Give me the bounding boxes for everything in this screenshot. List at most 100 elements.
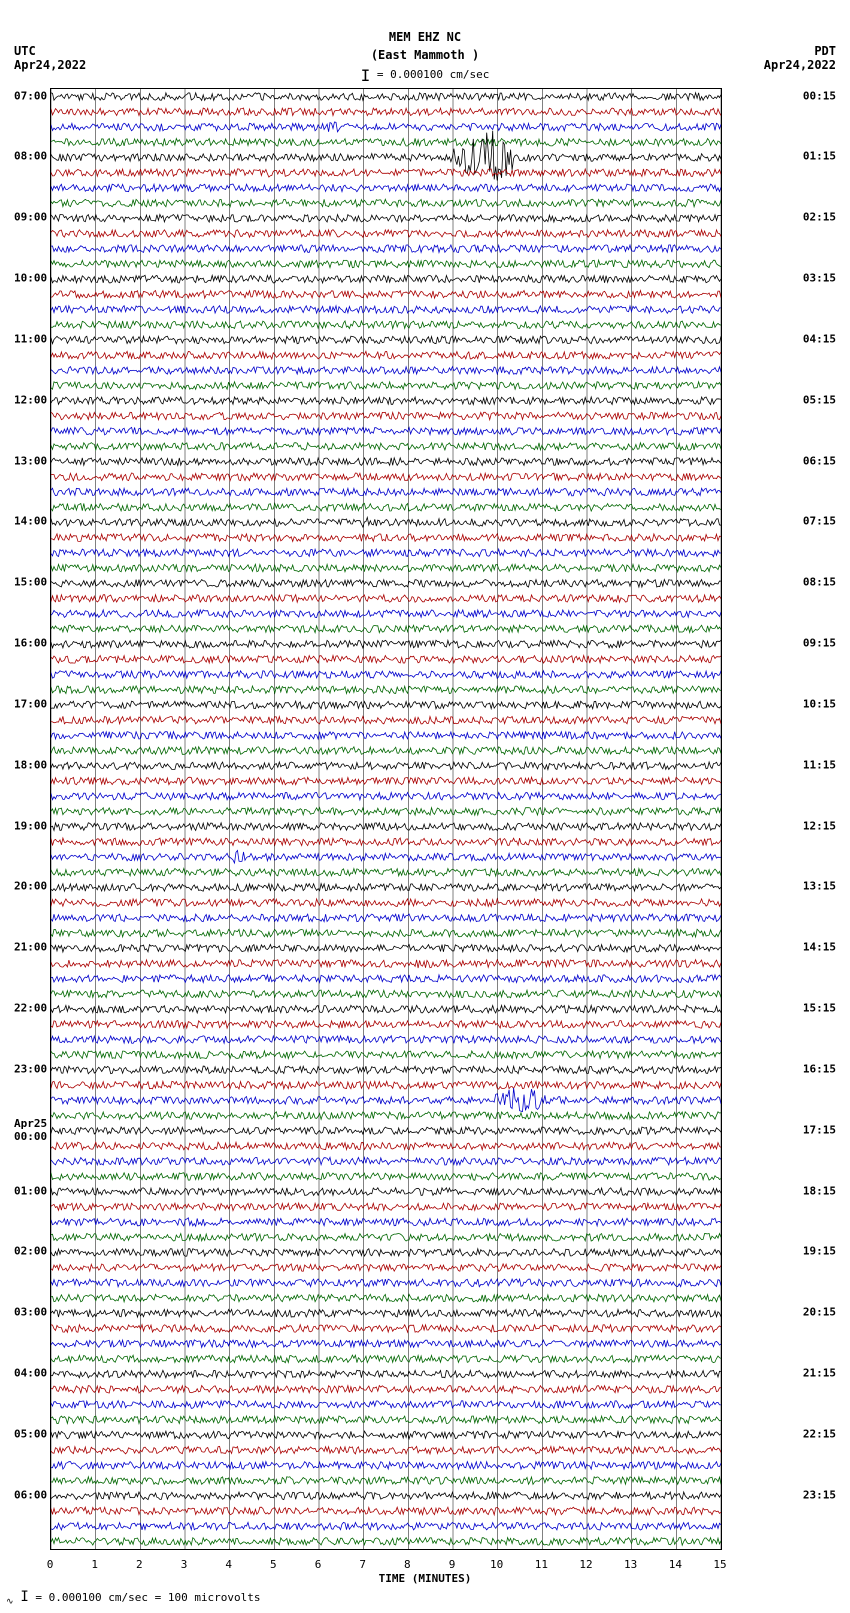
x-tick: 4 [225,1558,232,1571]
trace-5 [51,169,721,177]
trace-36 [51,640,721,648]
utc-label: 11:00 [14,332,47,345]
x-tick: 9 [449,1558,456,1571]
trace-7 [51,199,721,207]
trace-76 [51,1249,721,1257]
trace-60 [51,1005,721,1013]
trace-0 [51,93,721,101]
utc-label: 17:00 [14,697,47,710]
trace-78 [51,1279,721,1287]
utc-label: Apr25 00:00 [14,1117,47,1143]
utc-label: 15:00 [14,576,47,589]
pdt-label: 14:15 [803,941,836,954]
pdt-label: 18:15 [803,1184,836,1197]
utc-label: 20:00 [14,880,47,893]
trace-45 [51,777,721,785]
pdt-label: 15:15 [803,1002,836,1015]
trace-40 [51,701,721,709]
pdt-label: 01:15 [803,150,836,163]
x-tick: 2 [136,1558,143,1571]
date-right: Apr24,2022 [764,58,836,72]
trace-87 [51,1416,721,1424]
pdt-label: 16:15 [803,1062,836,1075]
trace-46 [51,792,721,800]
trace-72 [51,1188,721,1196]
utc-label: 03:00 [14,1306,47,1319]
station-code: MEM EHZ NC [0,30,850,44]
x-tick: 15 [713,1558,726,1571]
trace-26 [51,488,721,496]
trace-53 [51,899,721,907]
trace-88 [51,1431,721,1439]
trace-47 [51,808,721,816]
trace-38 [51,671,721,679]
trace-30 [51,549,721,557]
pdt-label: 11:15 [803,758,836,771]
trace-86 [51,1401,721,1409]
pdt-label: 02:15 [803,211,836,224]
pdt-label: 10:15 [803,697,836,710]
pdt-label: 05:15 [803,393,836,406]
trace-71 [51,1173,721,1181]
trace-16 [51,336,721,344]
trace-29 [51,534,721,542]
trace-69 [51,1142,721,1150]
trace-1 [51,108,721,116]
trace-50 [51,851,721,864]
trace-74 [51,1218,721,1227]
trace-70 [51,1157,721,1165]
trace-42 [51,732,721,740]
trace-39 [51,686,721,694]
station-name: (East Mammoth ) [0,48,850,62]
pdt-label: 06:15 [803,454,836,467]
pdt-label: 08:15 [803,576,836,589]
trace-37 [51,656,721,664]
trace-49 [51,838,721,846]
x-tick: 14 [669,1558,682,1571]
trace-20 [51,397,721,405]
trace-33 [51,595,721,603]
trace-15 [51,321,721,329]
trace-8 [51,215,721,223]
pdt-label: 03:15 [803,272,836,285]
trace-44 [51,762,721,770]
trace-58 [51,975,721,983]
x-tick: 12 [579,1558,592,1571]
pdt-label: 07:15 [803,515,836,528]
x-tick: 7 [359,1558,366,1571]
x-axis-title: TIME (MINUTES) [0,1572,850,1585]
trace-66 [51,1088,721,1112]
trace-65 [51,1081,721,1089]
trace-21 [51,412,721,420]
trace-80 [51,1310,721,1318]
pdt-label: 22:15 [803,1427,836,1440]
trace-55 [51,929,721,937]
x-tick: 5 [270,1558,277,1571]
tz-left: UTC [14,44,36,58]
trace-48 [51,823,721,831]
trace-79 [51,1294,721,1302]
tz-right: PDT [814,44,836,58]
x-tick: 6 [315,1558,322,1571]
trace-27 [51,503,721,511]
utc-label: 18:00 [14,758,47,771]
x-tick: 0 [47,1558,54,1571]
trace-25 [51,473,721,481]
grid [51,89,721,1549]
trace-54 [51,914,721,922]
trace-83 [51,1355,721,1363]
utc-label: 04:00 [14,1367,47,1380]
trace-10 [51,245,721,253]
trace-34 [51,610,721,618]
helicorder-plot [50,88,722,1550]
trace-81 [51,1325,721,1333]
utc-label: 21:00 [14,941,47,954]
utc-label: 07:00 [14,89,47,102]
utc-label: 13:00 [14,454,47,467]
utc-label: 16:00 [14,637,47,650]
trace-6 [51,184,721,192]
trace-59 [51,990,721,998]
utc-label: 12:00 [14,393,47,406]
date-left: Apr24,2022 [14,58,86,72]
seismogram-container: MEM EHZ NC (East Mammoth ) I = 0.000100 … [0,0,850,1613]
